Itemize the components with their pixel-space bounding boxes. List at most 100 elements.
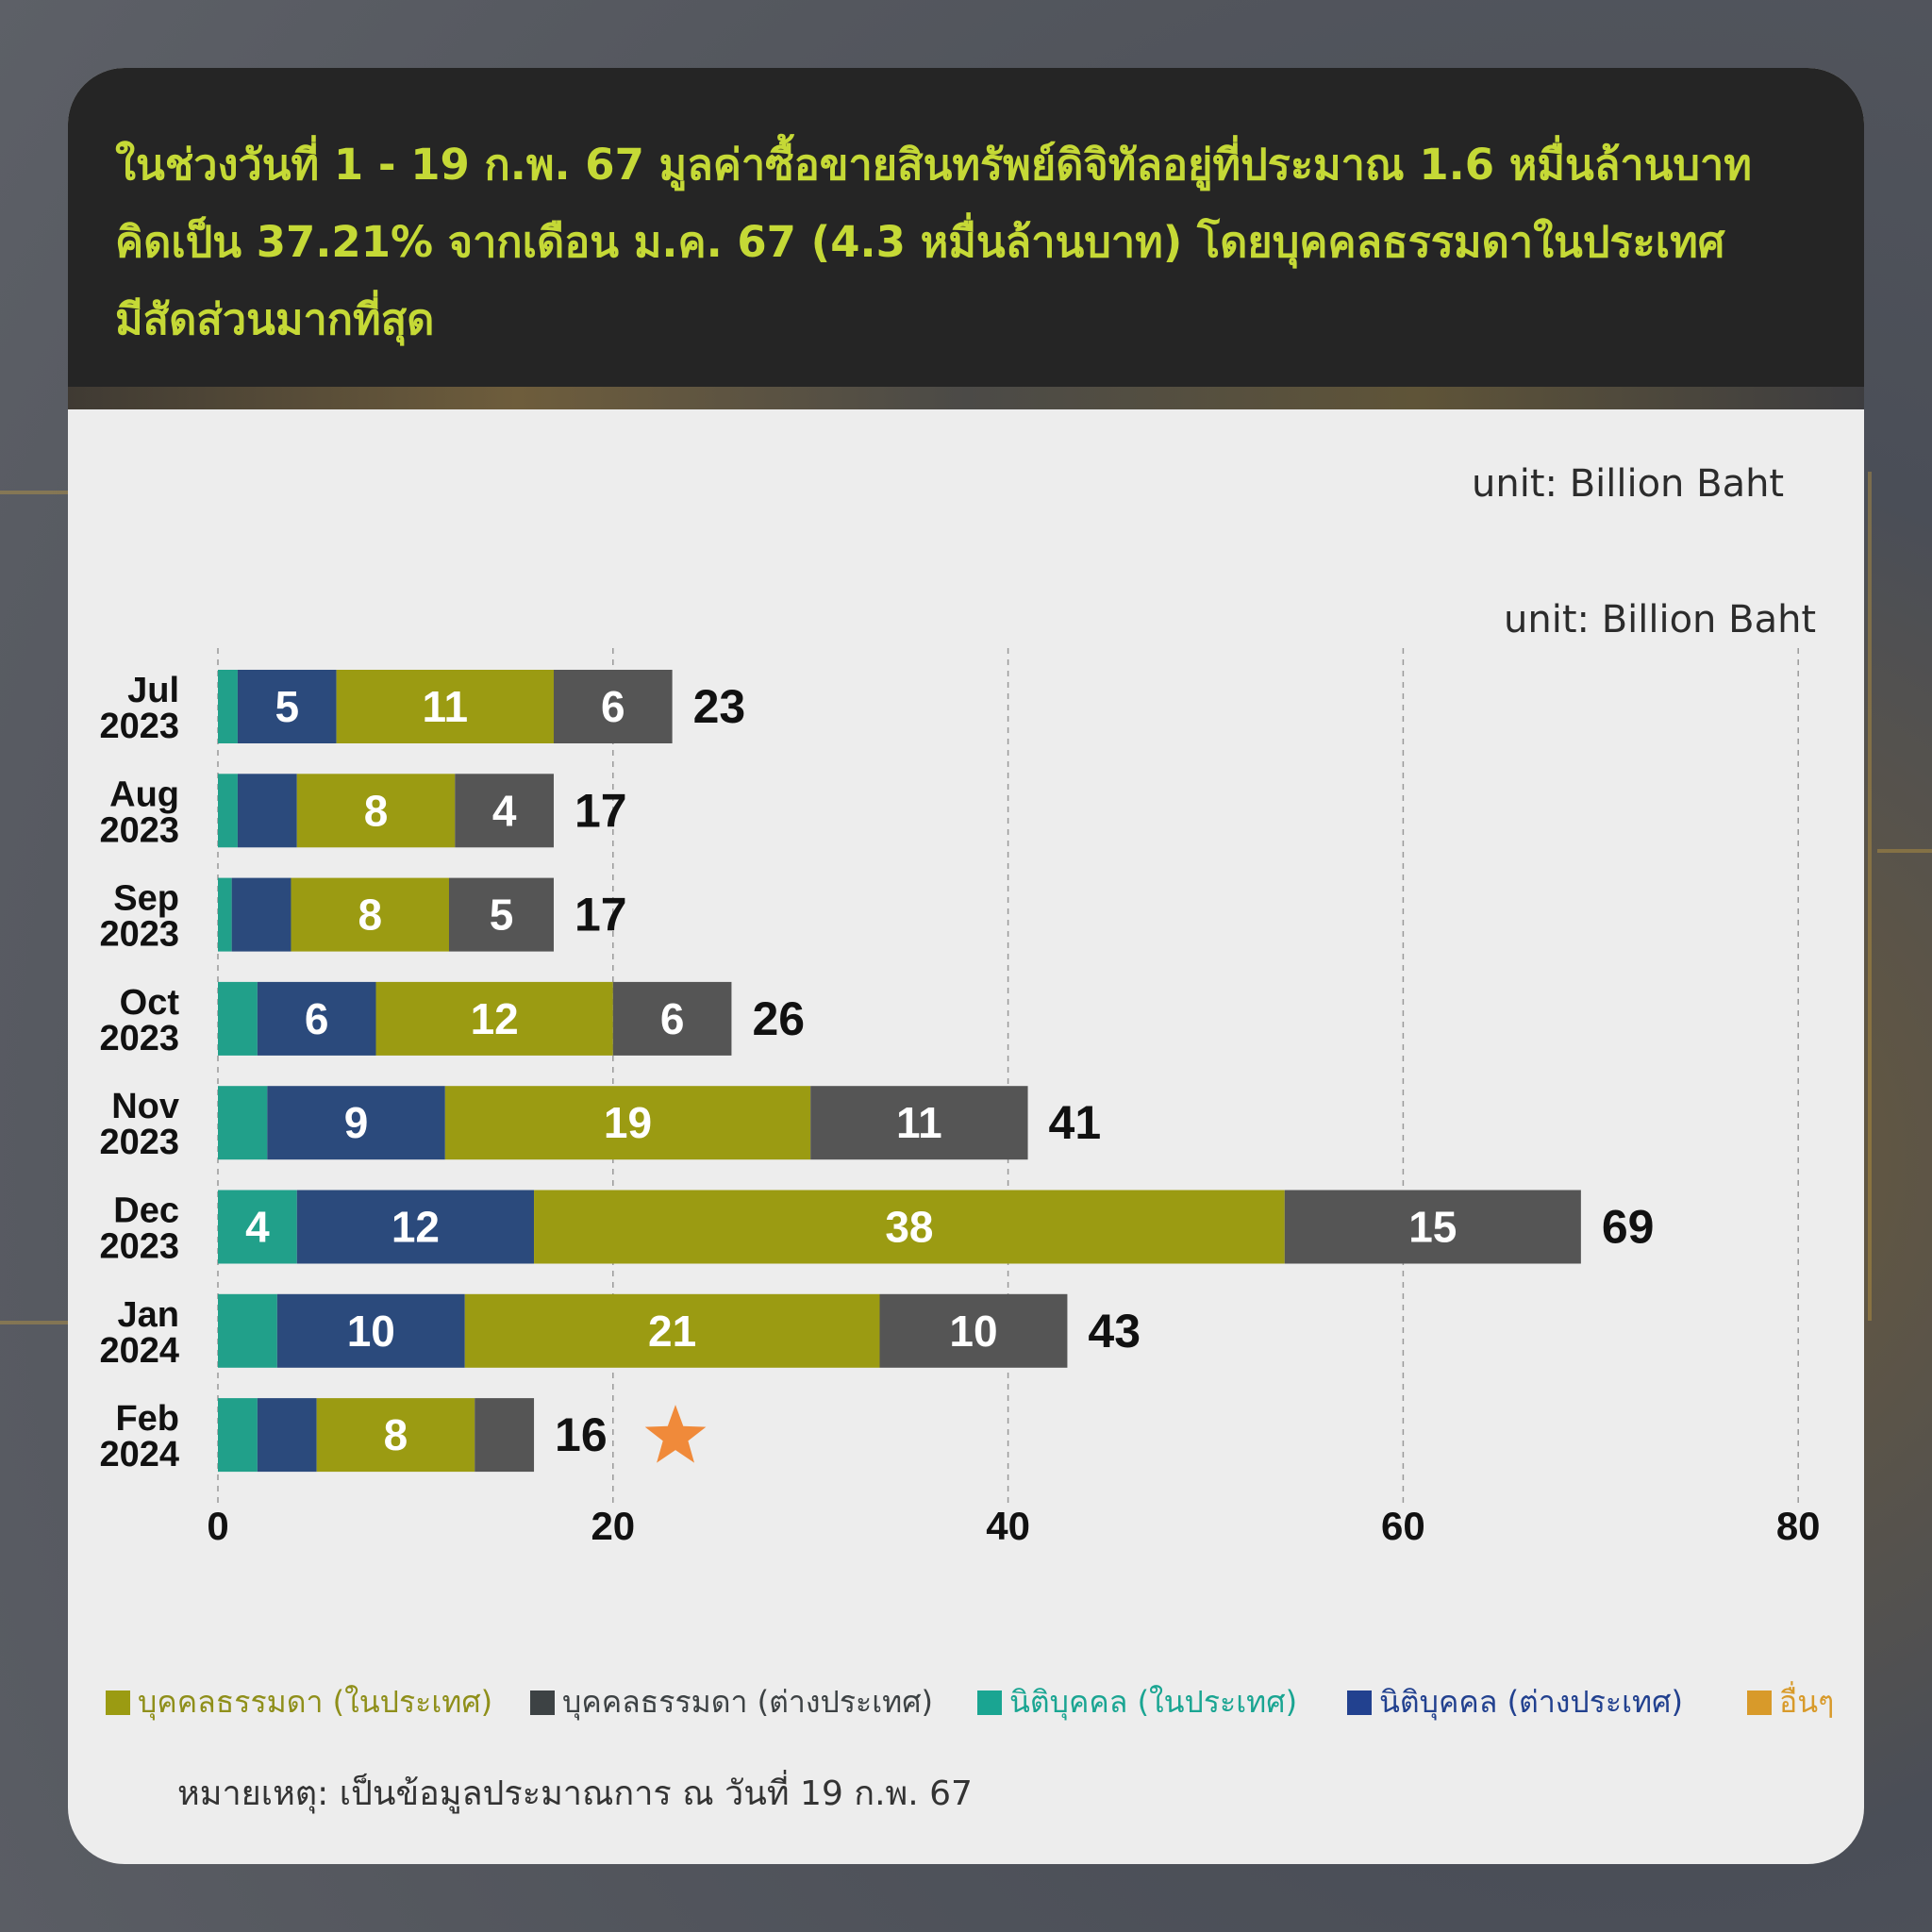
segment-label: 12 — [471, 994, 519, 1043]
category-label: Aug — [109, 774, 179, 814]
bar-segment — [336, 670, 554, 743]
footnote: หมายเหตุ: เป็นข้อมูลประมาณการ ณ วันที่ 1… — [177, 1774, 973, 1813]
category-label: Dec — [113, 1191, 179, 1231]
x-tick-label: 80 — [1776, 1504, 1821, 1548]
legend-item: บุคคลธรรมดา (ในประเทศ) — [106, 1678, 492, 1726]
bar-segment — [218, 774, 238, 848]
legend-swatch — [1347, 1690, 1372, 1715]
category-label: Jan — [118, 1295, 179, 1335]
bar-segment — [553, 670, 673, 743]
bar-segment — [218, 670, 238, 743]
background-trace — [0, 491, 68, 494]
segment-label: 38 — [885, 1203, 933, 1252]
segment-label: 12 — [391, 1203, 440, 1252]
legend: บุคคลธรรมดา (ในประเทศ) บุคคลธรรมดา (ต่างป… — [106, 1678, 1834, 1735]
segment-label: 8 — [364, 786, 389, 835]
category-label: 2024 — [99, 1435, 179, 1474]
segment-label: 5 — [490, 891, 514, 940]
bar-segment — [257, 981, 376, 1056]
total-label: 43 — [1088, 1305, 1141, 1357]
category-label: 2024 — [99, 1331, 179, 1371]
infographic-card: ในช่วงวันที่ 1 - 19 ก.พ. 67 มูลค่าซื้อขา… — [68, 68, 1864, 1864]
unit-label: unit: Billion Baht — [1472, 462, 1785, 506]
total-label: 69 — [1602, 1201, 1655, 1254]
bar-segment — [316, 1398, 475, 1473]
segment-label: 6 — [305, 994, 329, 1043]
bar-segment — [296, 774, 456, 848]
legend-label: บุคคลธรรมดา (ในประเทศ) — [138, 1684, 493, 1720]
total-label: 17 — [575, 784, 627, 837]
category-label: Oct — [120, 983, 180, 1023]
headline-line-3: มีสัดส่วนมากที่สุด — [115, 294, 435, 344]
segment-label: 8 — [384, 1410, 408, 1459]
legend-label: นิติบุคคล (ในประเทศ) — [1009, 1684, 1298, 1720]
bar-segment — [534, 1190, 1285, 1264]
segment-label: 5 — [275, 682, 299, 731]
legend-item: อื่นๆ — [1747, 1678, 1834, 1726]
legend-item: นิติบุคคล (ในประเทศ) — [977, 1678, 1297, 1726]
headline-line-2: คิดเป็น 37.21% จากเดือน ม.ค. 67 (4.3 หมื… — [115, 217, 1725, 267]
segment-label: 10 — [949, 1307, 997, 1356]
bar-segment — [257, 1398, 317, 1473]
segment-label: 6 — [601, 682, 625, 731]
bar-segment — [218, 877, 232, 952]
bar-segment — [448, 877, 554, 952]
bar-segment — [475, 1398, 535, 1473]
segment-label: 4 — [492, 786, 517, 835]
bar-segment — [276, 1293, 465, 1368]
highlight-star-icon — [644, 1405, 707, 1463]
category-label: 2023 — [99, 915, 179, 955]
background-trace — [0, 1321, 68, 1324]
legend-item: บุคคลธรรมดา (ต่างประเทศ) — [530, 1678, 933, 1726]
segment-label: 21 — [648, 1307, 696, 1356]
bar-segment — [218, 1086, 268, 1160]
legend-swatch — [977, 1690, 1002, 1715]
bar-segment — [218, 1190, 297, 1264]
bar-segment — [218, 1398, 258, 1473]
bar-segment — [464, 1293, 880, 1368]
total-label: 26 — [752, 992, 805, 1045]
category-label: Sep — [113, 879, 179, 919]
total-label: 16 — [555, 1408, 608, 1461]
bar-segment — [455, 774, 554, 848]
legend-swatch — [530, 1690, 555, 1715]
segment-label: 10 — [347, 1307, 395, 1356]
header-banner: ในช่วงวันที่ 1 - 19 ก.พ. 67 มูลค่าซื้อขา… — [68, 68, 1864, 387]
category-label: 2023 — [99, 707, 179, 746]
bar-segment — [291, 877, 449, 952]
legend-label: อื่นๆ — [1779, 1684, 1835, 1720]
x-tick-label: 60 — [1381, 1504, 1425, 1548]
category-label: Nov — [111, 1087, 179, 1126]
bar-segment — [237, 670, 337, 743]
bar-segment — [810, 1086, 1028, 1160]
segment-label: 15 — [1408, 1203, 1457, 1252]
legend-item: นิติบุคคล (ต่างประเทศ) — [1347, 1678, 1683, 1726]
segment-label: 9 — [344, 1098, 369, 1147]
legend-label: นิติบุคคล (ต่างประเทศ) — [1379, 1684, 1683, 1720]
category-label: 2023 — [99, 1123, 179, 1162]
total-label: 41 — [1049, 1096, 1102, 1149]
bar-segment — [218, 1293, 277, 1368]
segment-label: 19 — [604, 1098, 652, 1147]
bar-segment — [231, 877, 291, 952]
segment-label: 8 — [358, 891, 382, 940]
decorative-strip — [68, 387, 1864, 409]
x-tick-label: 20 — [591, 1504, 635, 1548]
category-label: 2023 — [99, 1019, 179, 1058]
bar-segment — [375, 981, 613, 1056]
unit-label-secondary: unit: Billion Baht — [1504, 598, 1817, 641]
segment-label: 11 — [896, 1098, 942, 1147]
bar-segment — [218, 981, 258, 1056]
bar-segment — [296, 1190, 535, 1264]
background-trace — [1877, 849, 1932, 853]
x-tick-label: 0 — [207, 1504, 228, 1548]
category-label: Jul — [127, 671, 179, 710]
category-label: 2023 — [99, 810, 179, 850]
legend-swatch — [1747, 1690, 1772, 1715]
category-label: Feb — [115, 1399, 179, 1439]
segment-label: 11 — [422, 682, 468, 731]
total-label: 23 — [693, 680, 746, 733]
bar-segment — [237, 774, 297, 848]
legend-label: บุคคลธรรมดา (ต่างประเทศ) — [562, 1684, 934, 1720]
